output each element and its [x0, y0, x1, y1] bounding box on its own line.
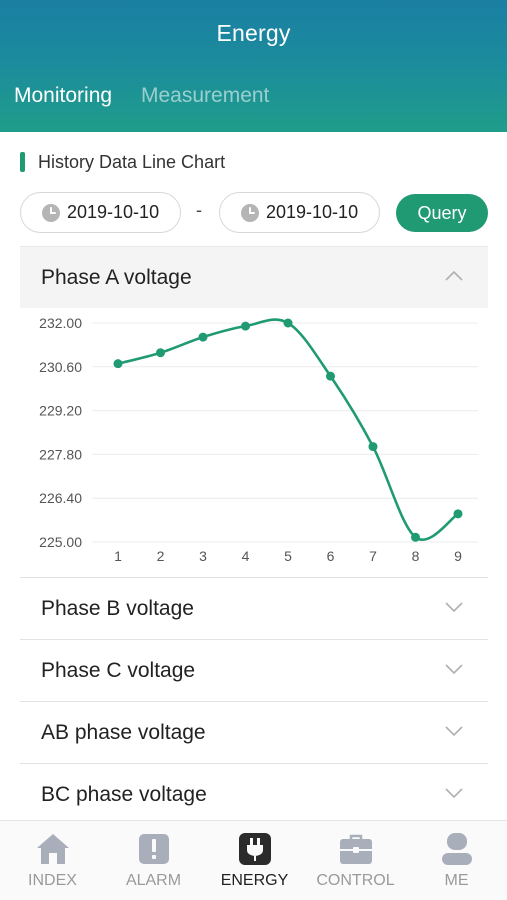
x-tick-label: 6	[327, 548, 335, 564]
chevron-up-icon[interactable]	[444, 269, 464, 283]
x-tick-label: 8	[412, 548, 420, 564]
date-separator: -	[196, 200, 202, 220]
chevron-down-icon[interactable]	[444, 600, 464, 614]
y-tick-label: 230.60	[39, 359, 82, 375]
nav-item-alarm[interactable]: ALARM	[103, 821, 204, 900]
y-tick-label: 226.40	[39, 490, 82, 506]
plug-icon	[239, 833, 271, 865]
tab-measurement[interactable]: Measurement	[141, 84, 270, 107]
nav-item-me[interactable]: ME	[406, 821, 507, 900]
data-point	[368, 442, 378, 452]
section-title: History Data Line Chart	[38, 151, 226, 172]
accordion-label: Phase C voltage	[41, 659, 196, 682]
start-date-picker[interactable]: 2019-10-10	[20, 192, 181, 233]
end-date-picker[interactable]: 2019-10-10	[219, 192, 380, 233]
clock-icon	[241, 203, 259, 222]
accordion-label: Phase B voltage	[41, 597, 194, 620]
page-title: Energy	[216, 20, 291, 46]
briefcase-icon	[340, 834, 372, 864]
chevron-down-icon[interactable]	[444, 662, 464, 676]
user-icon	[442, 833, 472, 865]
y-tick-label: 232.00	[39, 315, 82, 331]
start-date-value: 2019-10-10	[67, 202, 160, 222]
x-tick-label: 2	[157, 548, 165, 564]
bottom-nav: INDEX ALARM ENERGY CONTROL	[0, 820, 507, 900]
nav-label-energy: ENERGY	[220, 872, 289, 889]
accordion-item-phase-a[interactable]: Phase A voltage	[20, 246, 488, 308]
y-tick-label: 229.20	[39, 403, 82, 419]
x-tick-label: 1	[114, 548, 122, 564]
nav-label-me: ME	[444, 872, 469, 889]
nav-item-energy[interactable]: ENERGY	[204, 821, 305, 900]
accordion-label: AB phase voltage	[41, 721, 206, 744]
chevron-down-icon[interactable]	[444, 786, 464, 800]
app-header: Energy Monitoring Measurement	[0, 0, 507, 132]
x-tick-label: 5	[284, 548, 292, 564]
x-tick-label: 7	[369, 548, 377, 564]
accordion-item-ab-phase[interactable]: AB phase voltage	[20, 701, 488, 763]
end-date-value: 2019-10-10	[266, 202, 359, 222]
x-tick-label: 9	[454, 548, 462, 564]
accordion-label: Phase A voltage	[41, 266, 192, 289]
section-accent-bar	[20, 152, 25, 172]
voltage-line-chart: 232.00 230.60 229.20 227.80 226.40 225.00 1 2 3 4…	[39, 315, 478, 564]
x-tick-label: 3	[199, 548, 207, 564]
data-point	[113, 359, 123, 369]
series-line	[117, 318, 459, 541]
clock-icon	[42, 203, 60, 222]
data-point	[241, 321, 250, 331]
data-point	[411, 532, 420, 542]
y-tick-label: 225.00	[39, 534, 82, 550]
nav-label-alarm: ALARM	[125, 872, 182, 889]
x-tick-label: 4	[242, 548, 250, 564]
accordion-item-bc-phase[interactable]: BC phase voltage	[20, 763, 488, 825]
nav-item-control[interactable]: CONTROL	[305, 821, 406, 900]
chevron-down-icon[interactable]	[444, 724, 464, 738]
tab-monitoring[interactable]: Monitoring	[14, 84, 113, 107]
data-point	[156, 348, 165, 358]
query-button[interactable]: Query	[396, 194, 488, 232]
nav-item-index[interactable]: INDEX	[2, 821, 103, 900]
alarm-icon	[139, 834, 169, 864]
nav-label-index: INDEX	[28, 872, 77, 889]
accordion-item-phase-c[interactable]: Phase C voltage	[20, 639, 488, 701]
data-point	[198, 332, 208, 342]
section-header: History Data Line Chart	[20, 150, 225, 174]
data-point	[283, 318, 293, 328]
accordion-label: BC phase voltage	[41, 783, 207, 806]
accordion-item-phase-b[interactable]: Phase B voltage	[20, 577, 488, 639]
data-point	[326, 371, 335, 381]
data-point	[453, 509, 463, 519]
home-icon	[37, 834, 69, 864]
nav-label-control: CONTROL	[316, 872, 395, 889]
y-tick-label: 227.80	[39, 446, 82, 462]
